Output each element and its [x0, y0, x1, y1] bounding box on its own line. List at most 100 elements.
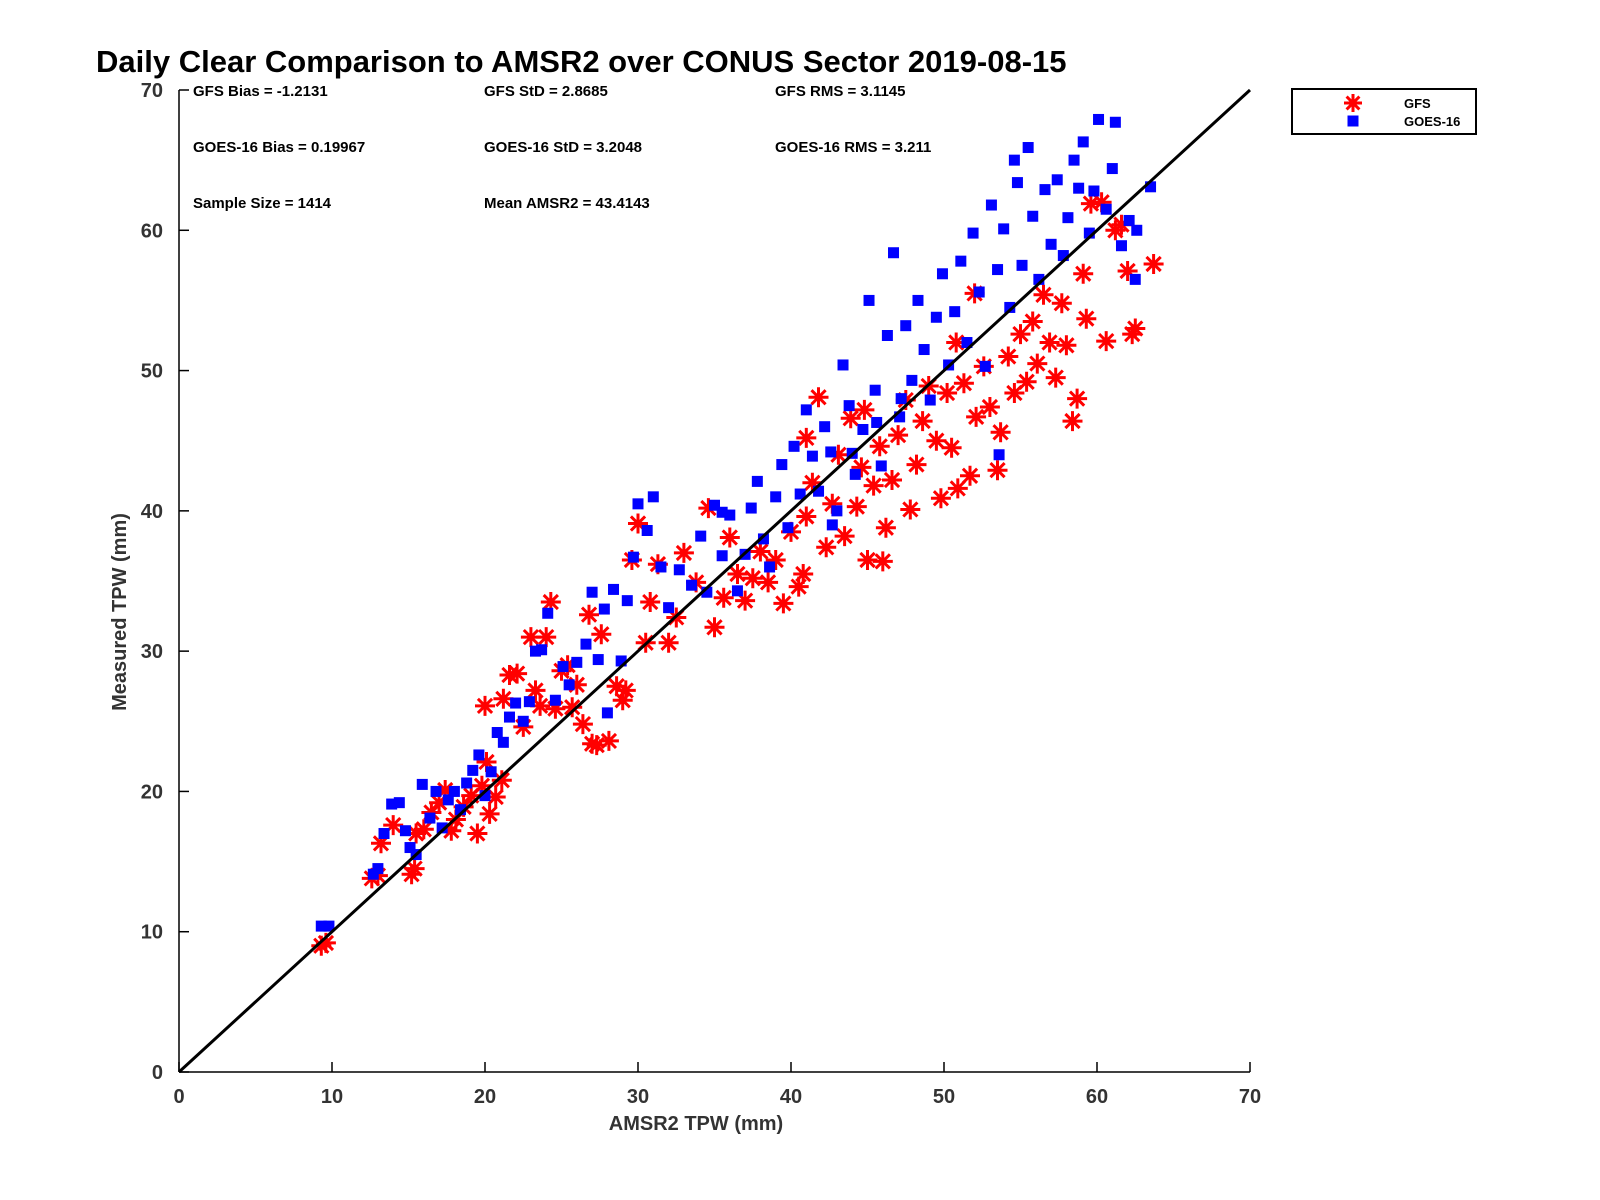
- goes16-point: [655, 561, 667, 573]
- gfs-point: [765, 550, 786, 570]
- stat-annotation: Sample Size = 1414: [193, 195, 332, 212]
- goes16-point: [1016, 259, 1028, 271]
- data-points: [311, 113, 1164, 956]
- gfs-point: [579, 604, 599, 625]
- goes16-point: [716, 506, 728, 518]
- gfs-point: [520, 627, 541, 648]
- y-tick-label: 50: [141, 361, 163, 383]
- gfs-point: [1051, 293, 1072, 314]
- gfs-point: [990, 422, 1011, 443]
- gfs-point: [467, 823, 488, 844]
- gfs-point: [846, 496, 867, 517]
- goes16-point: [843, 400, 855, 412]
- goes16-point: [967, 227, 979, 239]
- gfs-point: [1033, 284, 1054, 305]
- x-tick-label: 20: [474, 1086, 496, 1108]
- goes16-point: [837, 359, 849, 371]
- goes16-point: [1106, 163, 1118, 175]
- gfs-point: [851, 457, 872, 478]
- goes16-point: [497, 736, 509, 748]
- x-tick-label: 70: [1239, 1086, 1261, 1108]
- goes16-point: [894, 411, 906, 423]
- gfs-point: [658, 632, 679, 653]
- goes16-point: [601, 707, 613, 719]
- gfs-point: [966, 406, 987, 427]
- gfs-point: [906, 454, 927, 475]
- goes16-point: [936, 268, 948, 280]
- goes16-point: [993, 449, 1005, 461]
- goes16-point: [615, 655, 627, 667]
- gfs-point: [1022, 311, 1043, 332]
- gfs-point: [727, 564, 748, 584]
- gfs-point: [793, 564, 814, 584]
- goes16-point: [1051, 174, 1063, 186]
- goes16-point: [580, 638, 592, 650]
- goes16-point: [517, 715, 529, 727]
- gfs-point: [1027, 353, 1048, 374]
- gfs-point: [713, 587, 734, 608]
- gfs-point: [1073, 263, 1094, 284]
- gfs-point: [840, 408, 861, 429]
- goes16-point: [1083, 227, 1095, 239]
- goes16-point: [367, 868, 379, 880]
- goes16-point: [709, 499, 720, 511]
- gfs-point: [926, 430, 947, 451]
- legend-box: [1291, 88, 1477, 135]
- stat-annotation: GFS StD = 2.8685: [484, 83, 608, 100]
- gfs-point: [875, 517, 896, 538]
- goes16-point: [1039, 184, 1051, 196]
- gfs-point: [479, 803, 500, 824]
- stat-annotation: GOES-16 Bias = 0.19967: [193, 139, 365, 156]
- gfs-point: [471, 775, 492, 796]
- gfs-point: [429, 792, 450, 813]
- gfs-point: [704, 617, 725, 638]
- gfs-point: [863, 475, 884, 496]
- goes16-point: [1145, 181, 1157, 193]
- gfs-point: [1056, 335, 1077, 356]
- gfs-point: [371, 833, 391, 854]
- gfs-point: [930, 488, 951, 509]
- gfs-point: [808, 387, 829, 408]
- gfs-point: [1004, 383, 1025, 403]
- goes16-point: [1123, 214, 1135, 226]
- gfs-point: [1125, 318, 1146, 339]
- gfs-point: [530, 695, 551, 716]
- gfs-point: [941, 437, 962, 458]
- goes16-point: [1088, 185, 1100, 197]
- goes16-point: [1073, 182, 1085, 194]
- gfs-point: [476, 752, 497, 772]
- goes16-point: [857, 423, 869, 435]
- goes16-point: [424, 812, 436, 824]
- goes16-point: [1045, 238, 1057, 250]
- goes16-point: [1027, 210, 1039, 222]
- gfs-point: [1067, 388, 1088, 409]
- goes16-point: [724, 509, 736, 521]
- y-tick-label: 10: [141, 922, 163, 944]
- legend-gfs-marker: [1344, 94, 1362, 112]
- goes16-point: [663, 602, 675, 614]
- gfs-point: [572, 714, 593, 735]
- gfs-point: [513, 716, 534, 737]
- gfs-point: [788, 576, 809, 597]
- goes16-point: [745, 502, 757, 514]
- gfs-point: [591, 624, 612, 645]
- goes16-point: [918, 344, 930, 356]
- gfs-point: [1016, 371, 1037, 392]
- goes16-point: [1109, 116, 1121, 128]
- gfs-point: [987, 460, 1008, 481]
- goes16-point: [641, 524, 653, 536]
- goes16-point: [529, 645, 541, 657]
- goes16-point: [863, 294, 875, 306]
- gfs-point: [758, 572, 779, 593]
- goes16-point: [563, 679, 575, 691]
- gfs-point: [1091, 192, 1112, 213]
- goes16-point: [871, 416, 883, 428]
- gfs-point: [413, 819, 434, 840]
- gfs-point: [435, 780, 456, 800]
- gfs-point: [383, 815, 404, 836]
- gfs-point: [834, 526, 855, 547]
- gfs-point: [493, 688, 514, 709]
- goes16-point: [912, 294, 924, 306]
- y-tick-label: 0: [152, 1062, 163, 1084]
- stat-annotation: GOES-16 RMS = 3.211: [775, 139, 931, 156]
